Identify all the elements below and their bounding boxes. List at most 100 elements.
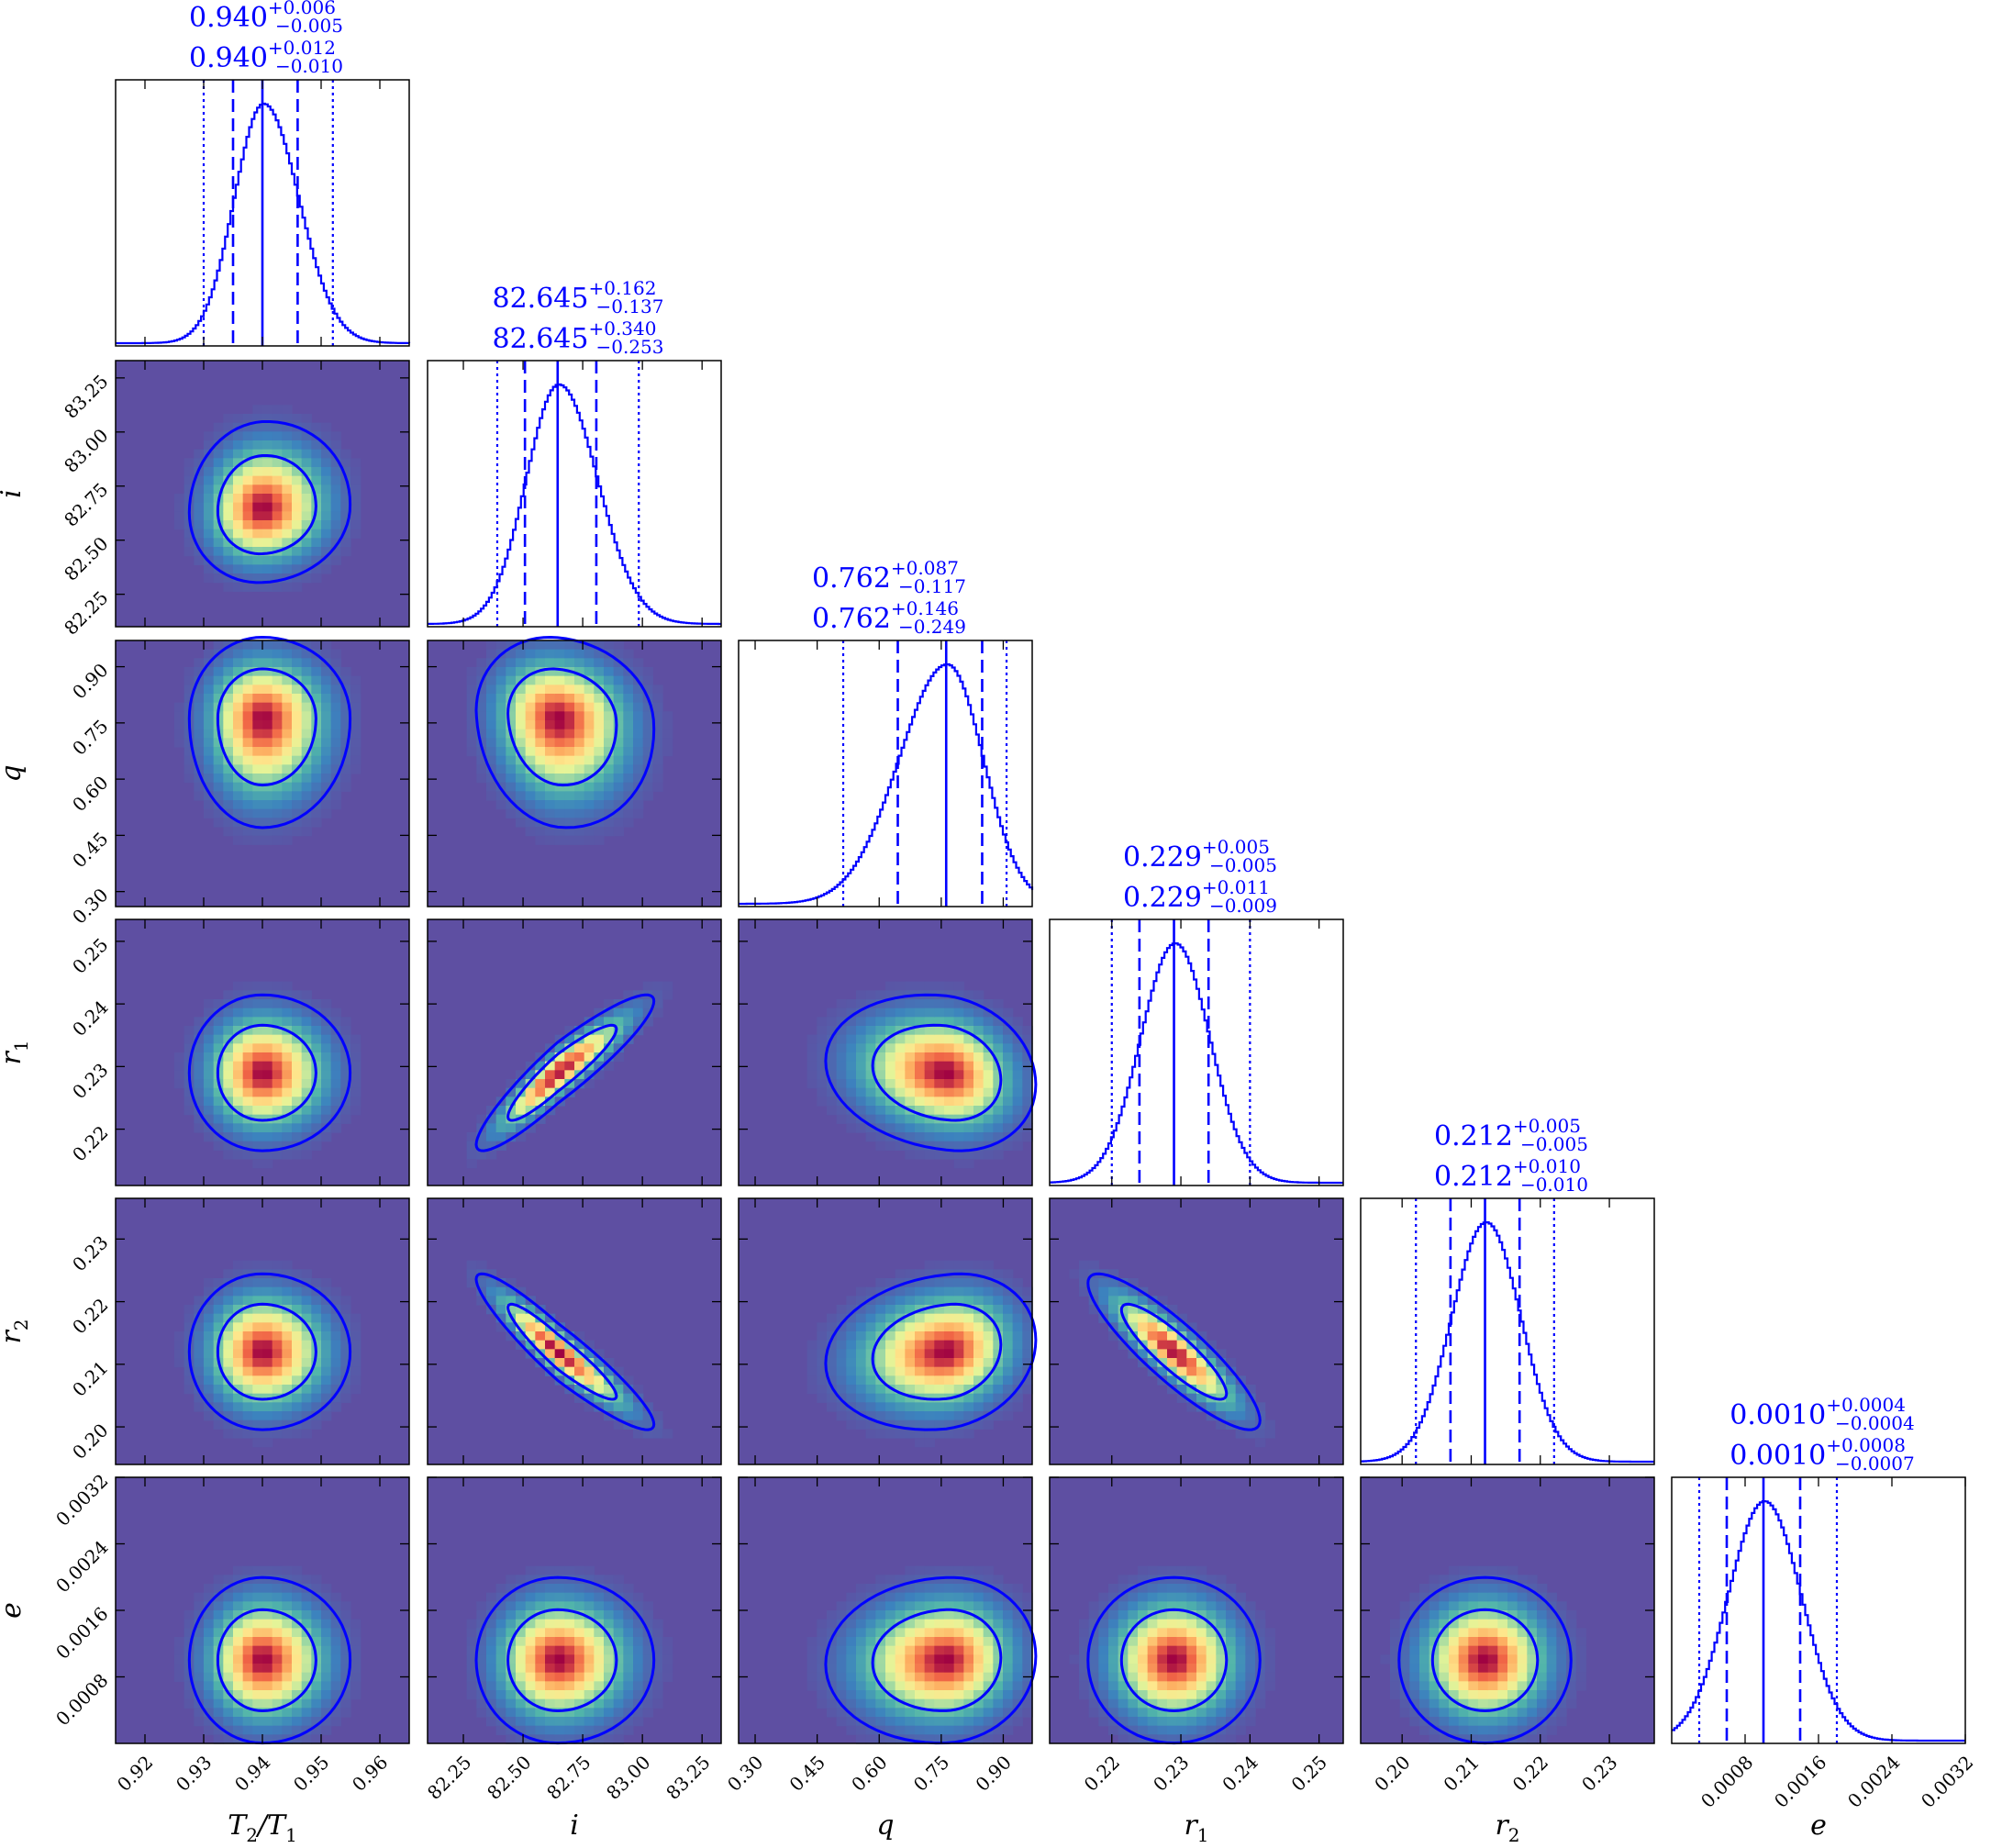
density-cell [613,1654,624,1664]
density-cell [924,1313,935,1323]
density-cell [321,1114,332,1124]
density-cell [545,1637,556,1647]
density-cell [262,1637,273,1647]
density-cell [613,1402,624,1412]
density-cell [486,1296,497,1306]
density-cell [934,1584,945,1594]
density-cell [846,1349,857,1359]
density-cell [554,1681,565,1691]
density-cell [1003,1123,1014,1133]
density-cell [486,1601,497,1611]
density-cell [1098,1672,1109,1682]
density-cell [613,1672,624,1682]
density-cell [486,791,497,801]
contour-2sigma [1086,1575,1262,1745]
density-cell [1264,1654,1275,1664]
density-cell [262,1097,273,1107]
density-cell [1022,1690,1033,1700]
density-cell [1497,1610,1508,1620]
density-cell [1478,1690,1489,1700]
density-cell [194,1322,205,1332]
density-cell [895,1087,906,1097]
density-cell [311,694,322,704]
density-cell [204,702,215,712]
density-cell [1157,1690,1168,1700]
density-cell [262,1645,273,1655]
density-cell [584,1052,595,1063]
density-cell [564,1637,575,1647]
density-cell [233,431,244,441]
density-cell [817,1366,828,1376]
density-cell [330,440,341,451]
density-cell [204,440,215,451]
density-cell [194,1690,205,1700]
density-cell [1226,1725,1237,1735]
density-cell [1176,1366,1187,1376]
density-cell [846,1331,857,1341]
density-cell [340,1052,351,1063]
density-cell [895,1358,906,1368]
density-cell [223,1717,234,1727]
density-cell [184,774,195,784]
density-cell [204,1322,215,1332]
density-cell [1216,1672,1227,1682]
density-cell [311,484,322,495]
density-cell [1079,1269,1090,1279]
density-cell [272,1061,283,1071]
density-cell [1012,1681,1023,1691]
density-cell [1128,1610,1139,1620]
density-cell [973,1070,984,1080]
density-cell [340,1637,351,1647]
density-cell [476,1132,487,1142]
density-cell [1128,1619,1139,1629]
density-cell [495,1698,506,1709]
density-cell [1128,1637,1139,1647]
density-cell [1196,1385,1207,1395]
density-cell [574,1610,585,1620]
density-cell [301,484,312,495]
density-cell [574,685,585,695]
density-cell [1108,1637,1119,1647]
density-border [427,640,722,907]
density-cell [282,827,293,837]
density-cell [194,791,205,801]
density-cell [213,1411,224,1421]
density-cell [905,1269,916,1279]
density-cell [584,1375,595,1386]
density-cell [806,1061,818,1071]
density-cell [1468,1584,1479,1594]
density-cell [1487,1672,1498,1682]
density-cell [633,1637,644,1647]
density-cell [1255,1690,1266,1700]
density-cell [953,1150,964,1160]
density-cell [242,738,253,748]
density-cell [340,1708,351,1718]
density-cell [963,1610,974,1620]
density-cell [905,1087,916,1097]
density-cell [204,1305,215,1315]
density-cell [516,1664,527,1674]
density-cell [1235,1672,1246,1682]
density-cell [983,1584,994,1594]
density-cell [1399,1690,1410,1700]
histogram-border-i [427,360,722,628]
density-cell [846,1052,857,1063]
density-cell [875,1286,886,1297]
density-cell [486,1123,497,1133]
density-cell [252,999,263,1009]
density-cell [1176,1565,1187,1575]
density-cell [827,1358,838,1368]
density-cell [895,1366,906,1376]
density-cell [827,1402,838,1412]
density-cell [292,1619,303,1629]
density-cell [1226,1402,1237,1412]
density-cell [252,755,263,765]
density-cell [213,1393,224,1403]
density-cell [223,720,234,730]
density-cell [554,1592,565,1602]
density-cell [262,1565,273,1575]
density-cell [1022,1034,1033,1044]
density-cell [934,1007,945,1018]
density-cell [223,1385,234,1395]
density-cell [1216,1575,1227,1585]
